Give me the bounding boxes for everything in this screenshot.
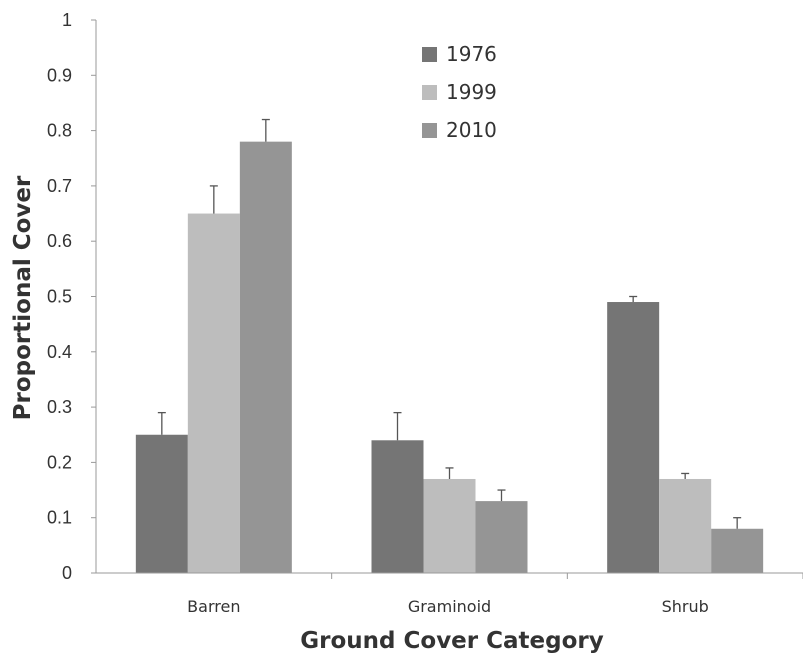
bar-1999-shrub <box>659 478 712 573</box>
bar-groups <box>135 118 764 574</box>
bar-1976-shrub <box>607 302 660 573</box>
bar-1976-graminoid <box>371 440 424 573</box>
bar-2010-shrub <box>711 528 764 573</box>
legend-swatch-1999 <box>422 85 437 100</box>
legend-label-2010: 2010 <box>446 118 497 142</box>
bar-2010-graminoid <box>475 501 528 573</box>
x-axis-title: Ground Cover Category <box>300 628 603 654</box>
x-category-label: Barren <box>187 597 240 616</box>
y-tick-label: 0.6 <box>47 231 72 251</box>
y-tick-label: 0.8 <box>47 121 72 141</box>
y-tick-label: 0.2 <box>47 452 72 472</box>
y-axis-ticks: 0 0.1 0.2 0.3 0.4 0.5 0.6 0.7 0.8 0.9 1 <box>47 10 96 583</box>
axes <box>95 20 803 574</box>
x-axis-categories: Barren Graminoid Shrub <box>187 573 803 616</box>
legend-swatch-1976 <box>422 47 437 62</box>
y-axis-title: Proportional Cover <box>10 175 36 420</box>
bar-1999-barren <box>187 213 240 574</box>
y-tick-label: 0.3 <box>47 397 72 417</box>
bar-1999-graminoid <box>423 478 476 573</box>
x-category-label: Graminoid <box>408 597 491 616</box>
y-tick-label: 0.5 <box>47 287 72 307</box>
legend: 1976 1999 2010 <box>422 42 497 142</box>
y-tick-label: 0.7 <box>47 176 72 196</box>
y-tick-label: 0.4 <box>47 342 72 362</box>
bar-2010-barren <box>239 141 292 573</box>
y-tick-label: 0 <box>62 563 72 583</box>
y-tick-label: 1 <box>62 10 72 30</box>
legend-label-1976: 1976 <box>446 42 497 66</box>
bar-1976-barren <box>135 434 188 573</box>
y-tick-label: 0.1 <box>47 508 72 528</box>
legend-label-1999: 1999 <box>446 80 497 104</box>
legend-swatch-2010 <box>422 123 437 138</box>
y-tick-label: 0.9 <box>47 65 72 85</box>
x-category-label: Shrub <box>662 597 709 616</box>
